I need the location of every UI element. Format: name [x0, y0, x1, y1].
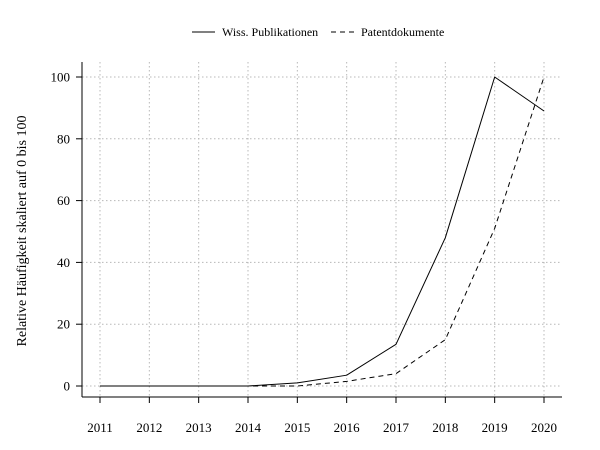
series-lines	[100, 76, 545, 387]
y-axis-title: Relative Häufigkeit skaliert auf 0 bis 1…	[15, 116, 30, 347]
x-tick-label-2018: 2018	[432, 420, 458, 435]
x-tick-label-2020: 2020	[531, 420, 557, 435]
x-tick-label-2016: 2016	[334, 420, 361, 435]
series-line-publications	[100, 76, 545, 387]
legend-label-publications: Wiss. Publikationen	[222, 25, 318, 39]
x-tick-label-2013: 2013	[186, 420, 212, 435]
x-tick-label-2011: 2011	[87, 420, 113, 435]
y-tick-label-40: 40	[57, 255, 70, 270]
y-tick-label-20: 20	[57, 317, 70, 332]
x-tick-label-2012: 2012	[136, 420, 162, 435]
x-tick-label-2015: 2015	[284, 420, 310, 435]
x-tick-label-2017: 2017	[383, 420, 410, 435]
series-line-patents	[100, 76, 545, 387]
y-tick-label-80: 80	[57, 131, 70, 146]
legend: Wiss. Publikationen Patentdokumente	[192, 25, 444, 39]
y-tick-label-100: 100	[51, 70, 71, 85]
x-tick-label-2019: 2019	[482, 420, 508, 435]
legend-label-patents: Patentdokumente	[361, 25, 444, 39]
y-tick-label-60: 60	[57, 193, 70, 208]
y-tick-label-0: 0	[64, 379, 71, 394]
x-tick-label-2014: 2014	[235, 420, 262, 435]
grid-lines	[82, 62, 562, 397]
axes: 0 20 40 60 80 100 2011 2012 2013 2014 2015 2016 2017…	[51, 62, 562, 435]
